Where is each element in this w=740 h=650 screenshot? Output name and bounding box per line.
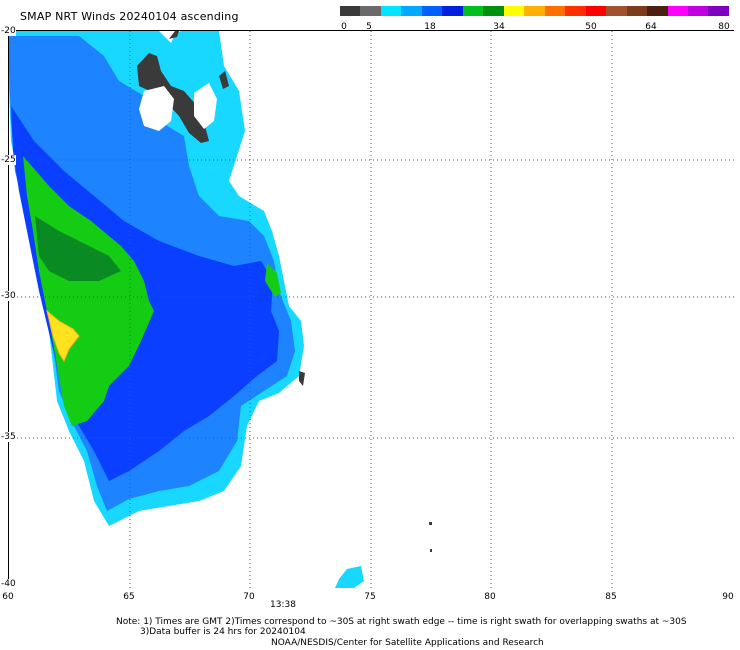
lon-label: 85	[605, 592, 617, 602]
colorbar-tick-label: 64	[645, 22, 657, 32]
colorbar-segment	[360, 6, 381, 16]
no-data-dark-patch-4	[299, 371, 305, 386]
colorbar-tick-label: 80	[718, 22, 730, 32]
lat-label: -30	[1, 291, 16, 301]
colorbar-tick-label: 34	[493, 22, 505, 32]
note-line-2: 3)Data buffer is 24 hrs for 20240104	[140, 627, 306, 637]
colorbar-segment	[565, 6, 586, 16]
colorbar-tick-label: 50	[585, 22, 597, 32]
map-title: SMAP NRT Winds 20240104 ascending	[20, 10, 239, 23]
lon-label: 65	[123, 592, 135, 602]
colorbar-segment	[606, 6, 627, 16]
map-gridlines	[9, 31, 734, 588]
note-line-1: Note: 1) Times are GMT 2)Times correspon…	[116, 617, 687, 627]
colorbar-segment	[401, 6, 422, 16]
colorbar-segment	[687, 6, 709, 16]
small-dark-dot-2	[430, 549, 432, 552]
wind-swath-green	[23, 156, 154, 426]
wind-map-frame[interactable]	[8, 30, 734, 588]
colorbar-segment	[544, 6, 566, 16]
wind-map	[9, 31, 734, 588]
colorbar-segment	[503, 6, 525, 16]
colorbar-segment	[442, 6, 463, 16]
colorbar-segment	[380, 6, 402, 16]
land-gap-white-2	[194, 83, 217, 129]
lat-label: -25	[1, 155, 16, 165]
colorbar-segment	[421, 6, 443, 16]
colorbar-tick-label: 5	[366, 22, 372, 32]
colorbar-segment	[340, 6, 361, 16]
lat-label: -35	[1, 432, 16, 442]
lat-label: -40	[1, 579, 16, 589]
no-data-dark-patch-3	[219, 71, 229, 89]
lon-label: 90	[722, 592, 734, 602]
lon-label: 75	[364, 592, 376, 602]
wind-swath-cyan-south	[335, 566, 364, 588]
lon-label: 60	[2, 592, 14, 602]
wind-swath-yellow	[46, 309, 80, 363]
colorbar-segment	[647, 6, 668, 16]
colorbar-segment	[524, 6, 545, 16]
wind-speed-colorbar	[340, 6, 729, 16]
no-data-dark-patch-2	[169, 31, 179, 39]
colorbar-tick-label: 0	[341, 22, 347, 32]
lon-label: 70	[243, 592, 255, 602]
colorbar-tick-label: 18	[424, 22, 436, 32]
colorbar-segment	[462, 6, 484, 16]
wind-swath-green-patch	[265, 263, 281, 297]
lat-label: -20	[1, 26, 16, 36]
colorbar-segment	[483, 6, 504, 16]
colorbar-segment	[708, 6, 729, 16]
wind-swath	[9, 31, 432, 588]
colorbar-segment	[626, 6, 648, 16]
swath-time-label: 13:38	[270, 600, 296, 610]
colorbar-segment	[585, 6, 607, 16]
small-dark-dot	[429, 522, 432, 525]
note-line-3: NOAA/NESDIS/Center for Satellite Applica…	[271, 638, 544, 648]
land-gap-white	[139, 86, 174, 131]
colorbar-segment	[667, 6, 688, 16]
wind-swath-dark-green	[35, 216, 121, 281]
lon-label: 80	[484, 592, 496, 602]
